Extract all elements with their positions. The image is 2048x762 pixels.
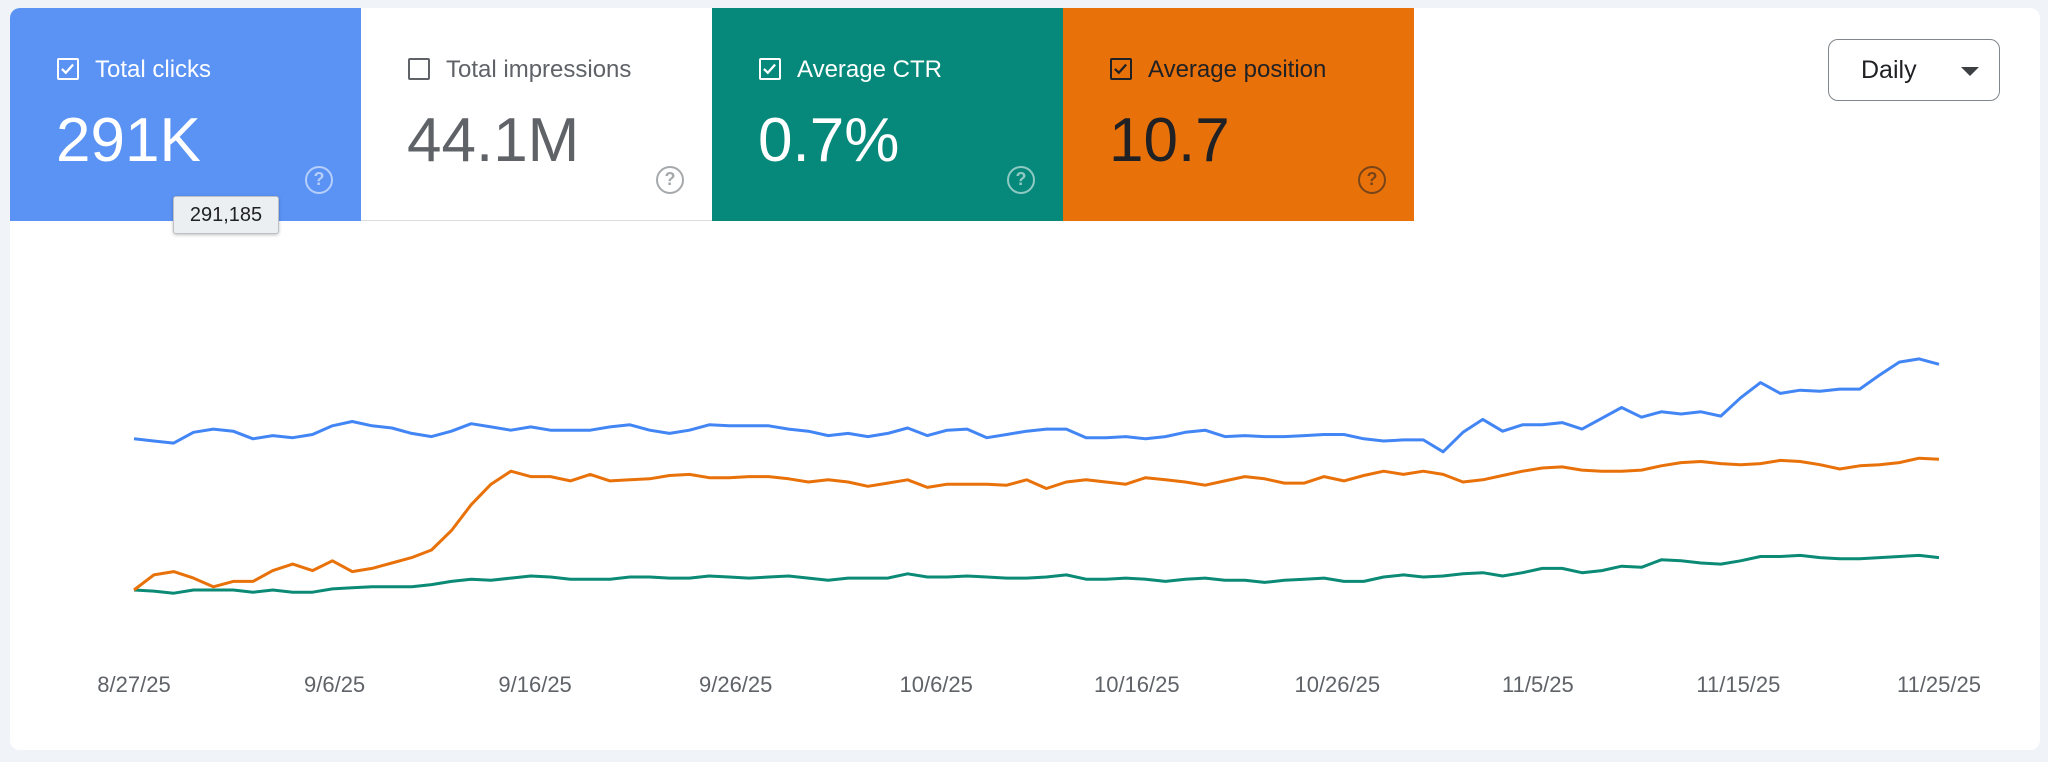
metric-card-average-ctr[interactable]: Average CTR 0.7% ?: [712, 8, 1063, 221]
performance-panel: Total clicks 291K ? Total impressions 44…: [10, 8, 2040, 750]
x-tick-label: 11/5/25: [1502, 672, 1574, 697]
help-circle-icon[interactable]: ?: [1007, 166, 1035, 194]
metric-value: 10.7: [1109, 106, 1230, 175]
metric-cards: Total clicks 291K ? Total impressions 44…: [10, 8, 1414, 221]
series-line-clicks: [133, 357, 1940, 454]
metric-label: Average CTR: [797, 56, 942, 83]
performance-line-chart: 8/27/25 9/6/25 9/16/25 9/26/25 10/6/25 10/16/…: [97, 357, 1981, 697]
checkbox-icon[interactable]: [57, 58, 79, 80]
x-tick-label: 11/25/25: [1897, 672, 1981, 697]
checkbox-icon[interactable]: [1110, 58, 1132, 80]
x-tick-label: 10/16/25: [1094, 672, 1180, 697]
help-circle-icon[interactable]: ?: [1358, 166, 1386, 194]
metric-card-average-position[interactable]: Average position 10.7 ?: [1063, 8, 1414, 221]
period-dropdown[interactable]: Daily: [1828, 39, 2000, 101]
metric-value: 291K: [56, 106, 201, 175]
series-line-position: [133, 456, 1940, 592]
x-tick-label: 11/15/25: [1696, 672, 1780, 697]
checkbox-icon[interactable]: [759, 58, 781, 80]
metric-card-total-clicks[interactable]: Total clicks 291K ?: [10, 8, 361, 221]
metric-label: Total impressions: [446, 56, 632, 83]
series-line-ctr: [133, 553, 1940, 595]
metric-value: 44.1M: [407, 106, 580, 175]
metric-label: Average position: [1148, 56, 1327, 83]
help-circle-icon[interactable]: ?: [656, 166, 684, 194]
period-dropdown-label: Daily: [1861, 56, 1917, 84]
metric-value: 0.7%: [758, 106, 900, 175]
x-tick-label: 9/26/25: [699, 672, 772, 697]
metric-label: Total clicks: [95, 56, 212, 83]
x-tick-label: 10/6/25: [899, 672, 972, 697]
x-tick-label: 10/26/25: [1294, 672, 1380, 697]
x-tick-label: 9/16/25: [498, 672, 571, 697]
x-tick-label: 9/6/25: [304, 672, 365, 697]
checkbox-icon[interactable]: [408, 58, 430, 80]
dropdown-caret-icon: [1961, 67, 1979, 76]
help-circle-icon[interactable]: ?: [305, 166, 333, 194]
x-tick-label: 8/27/25: [97, 672, 170, 697]
metric-card-total-impressions[interactable]: Total impressions 44.1M ?: [361, 8, 712, 221]
value-tooltip: 291,185: [173, 196, 279, 234]
